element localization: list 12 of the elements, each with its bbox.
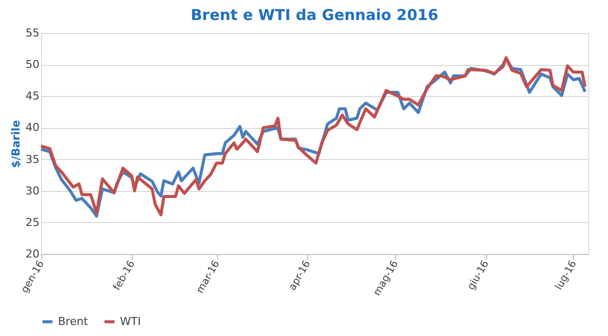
chart-title: Brent e WTI da Gennaio 2016 (190, 6, 438, 24)
y-axis-title: $/Barile (10, 120, 23, 168)
legend-label: WTI (120, 314, 141, 328)
y-tick-label: 55 (26, 26, 40, 40)
y-tick-label: 50 (26, 58, 40, 72)
legend-label: Brent (58, 314, 89, 328)
y-tick-label: 30 (26, 184, 40, 198)
y-tick-label: 45 (26, 90, 40, 103)
y-tick-label: 40 (26, 121, 40, 134)
y-tick-label: 35 (26, 152, 40, 166)
y-tick-label: 25 (26, 216, 40, 229)
y-tick-label: 20 (26, 248, 40, 260)
